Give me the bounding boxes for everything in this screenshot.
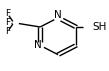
Text: N: N xyxy=(34,40,41,50)
Text: SH: SH xyxy=(92,22,106,32)
Text: F: F xyxy=(5,9,10,18)
Text: F: F xyxy=(5,18,10,27)
Text: N: N xyxy=(54,10,62,20)
Text: F: F xyxy=(5,27,10,36)
